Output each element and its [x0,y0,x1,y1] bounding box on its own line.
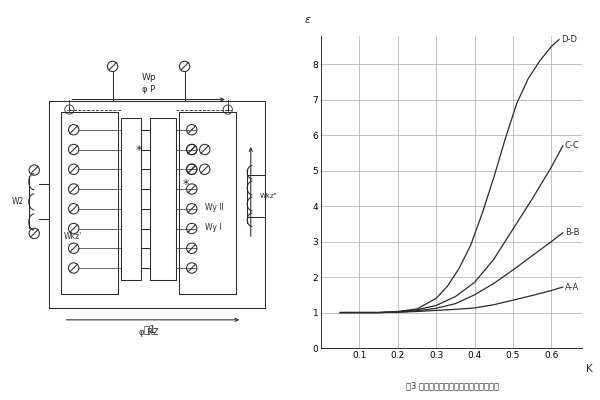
Text: Wkz': Wkz' [64,232,82,241]
Text: Wy II: Wy II [205,203,223,212]
Text: *: * [183,178,189,191]
Text: 图3 直流助磁特性曲线（该图仅供参考）: 图3 直流助磁特性曲线（该图仅供参考） [407,381,499,390]
Text: B-B: B-B [565,228,579,237]
Text: Wp: Wp [141,74,156,82]
Text: C-C: C-C [565,142,580,150]
Text: Wkz": Wkz" [259,193,277,199]
Text: A-A: A-A [565,282,579,292]
Text: φ P: φ P [142,85,155,94]
Text: W2: W2 [11,197,23,206]
Text: *: * [136,144,142,158]
Text: D-D: D-D [561,35,577,44]
Text: 图1: 图1 [143,324,157,334]
Text: φ RZ: φ RZ [139,328,158,338]
Text: ε: ε [305,15,311,25]
Text: Wy I: Wy I [205,222,221,232]
Text: K: K [586,364,593,374]
